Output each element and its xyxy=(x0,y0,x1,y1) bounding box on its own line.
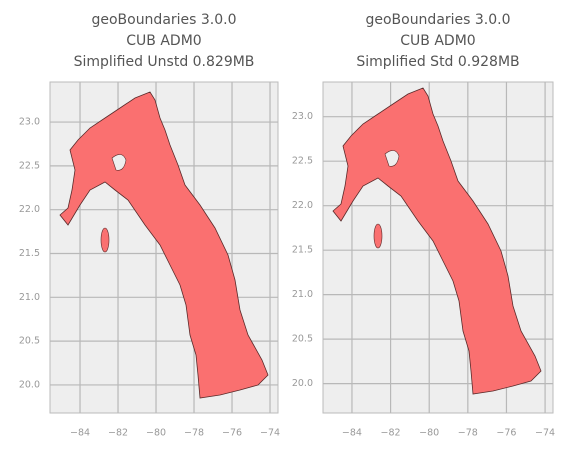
chart-title: CUB ADM0 xyxy=(126,33,201,49)
y-tick-label: 22.5 xyxy=(19,160,40,171)
chart-title: geoBoundaries 3.0.0 xyxy=(91,12,236,28)
x-tick-label: −76 xyxy=(222,428,242,439)
y-tick-label: 21.0 xyxy=(19,292,40,303)
island xyxy=(100,227,110,253)
x-tick-label: −82 xyxy=(381,428,401,439)
panel: geoBoundaries 3.0.0 CUB ADM0 Simplified Un… xyxy=(19,12,280,439)
x-tick-label: −84 xyxy=(70,428,90,439)
y-tick-label: 20.0 xyxy=(19,379,40,390)
country-shape xyxy=(332,87,542,395)
island xyxy=(373,223,383,249)
bay xyxy=(384,150,400,167)
y-tick-label: 21.5 xyxy=(19,248,40,259)
y-tick-label: 21.5 xyxy=(292,245,313,256)
country-shape xyxy=(59,91,269,399)
chart-title: Simplified Std 0.928MB xyxy=(356,54,519,70)
bay xyxy=(111,154,127,171)
y-tick-label: 22.0 xyxy=(19,204,40,215)
x-tick-label: −80 xyxy=(419,428,439,439)
chart-title: geoBoundaries 3.0.0 xyxy=(365,12,510,28)
x-tick-label: −84 xyxy=(342,428,362,439)
x-tick-label: −82 xyxy=(108,428,128,439)
y-tick-label: 23.0 xyxy=(292,111,313,122)
y-tick-label: 20.0 xyxy=(292,378,313,389)
x-tick-label: −74 xyxy=(260,428,280,439)
y-tick-label: 20.5 xyxy=(19,336,40,347)
y-tick-label: 22.0 xyxy=(292,200,313,211)
y-tick-label: 21.0 xyxy=(292,289,313,300)
chart-title: Simplified Unstd 0.829MB xyxy=(74,54,255,70)
country-polygon xyxy=(332,87,542,395)
y-tick-label: 22.5 xyxy=(292,156,313,167)
x-tick-label: −74 xyxy=(535,428,555,439)
y-tick-label: 23.0 xyxy=(19,117,40,128)
panel: geoBoundaries 3.0.0 CUB ADM0 Simplified St… xyxy=(292,12,555,439)
x-tick-label: −80 xyxy=(146,428,166,439)
chart-title: CUB ADM0 xyxy=(400,33,475,49)
country-polygon xyxy=(59,91,269,399)
y-tick-label: 20.5 xyxy=(292,334,313,345)
x-tick-label: −78 xyxy=(458,428,478,439)
x-tick-label: −78 xyxy=(184,428,204,439)
x-tick-label: −76 xyxy=(496,428,516,439)
